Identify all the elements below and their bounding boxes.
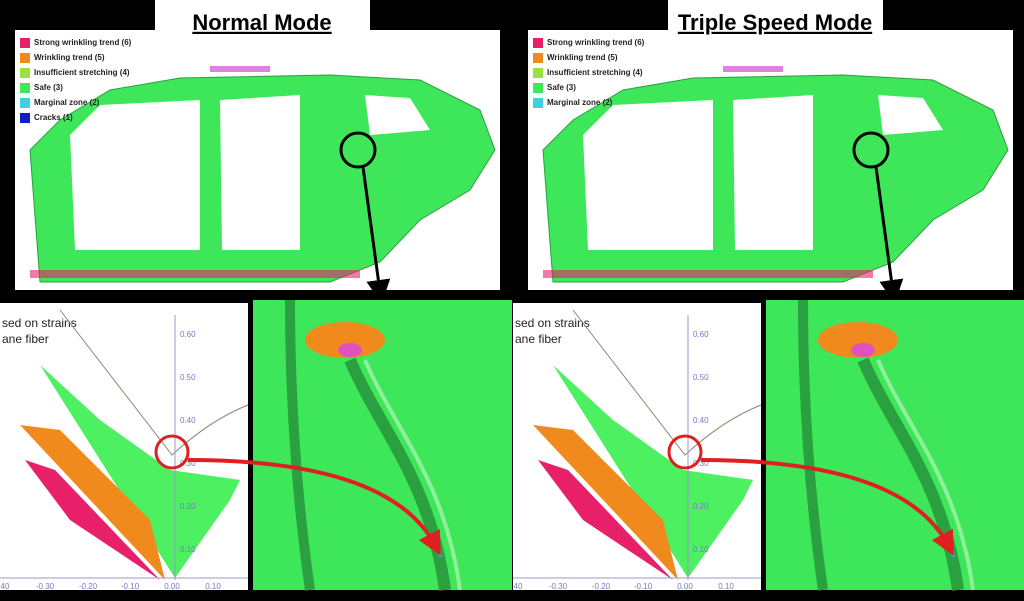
defect-orange [305, 322, 385, 358]
defect-strip [543, 270, 873, 278]
defect-pink [851, 343, 875, 357]
arrow [187, 458, 441, 556]
x-tick-label: -0.10 [634, 582, 653, 591]
limit-curve [59, 309, 249, 456]
legend-swatch [20, 83, 30, 93]
legend-label: Wrinkling trend (5) [547, 53, 618, 62]
plot-caption: sed on strains [515, 316, 590, 330]
y-tick-label: 0.30 [180, 459, 196, 468]
legend-swatch [533, 53, 543, 63]
legend-label: Insufficient stretching (4) [34, 68, 130, 77]
x-tick-label: 40 [514, 582, 523, 591]
legend-label: Strong wrinkling trend (6) [34, 38, 132, 47]
x-tick-label: -0.20 [79, 582, 98, 591]
scatter-green [553, 365, 753, 578]
highlight-circle [852, 131, 890, 169]
panel-title: Triple Speed Mode [678, 10, 872, 35]
legend-label: Marginal zone (2) [547, 98, 613, 107]
defect-strip [30, 270, 360, 278]
window [365, 95, 430, 135]
plot-caption: sed on strains [2, 316, 77, 330]
defect-strip [723, 66, 783, 72]
highlight-circle [154, 434, 190, 470]
panel-edge [363, 359, 462, 591]
legend-swatch [20, 113, 30, 123]
legend-label: Insufficient stretching (4) [547, 68, 643, 77]
y-tick-label: 0.50 [693, 373, 709, 382]
defect-pink [338, 343, 362, 357]
plot-caption: ane fiber [2, 332, 49, 346]
x-tick-label: 0.00 [677, 582, 693, 591]
scatter-orange [533, 425, 678, 580]
window [220, 95, 300, 250]
y-tick-label: 0.20 [693, 502, 709, 511]
legend-label: Cracks (1) [34, 113, 73, 122]
defect-blue [951, 553, 955, 557]
window [583, 100, 713, 250]
x-tick-label: 0.10 [205, 582, 221, 591]
legend-label: Safe (3) [34, 83, 63, 92]
panel-edge [876, 359, 975, 591]
window [878, 95, 943, 135]
panel-edge [798, 299, 828, 591]
legend-swatch [20, 38, 30, 48]
defect-strip [210, 66, 270, 72]
panel-edge [285, 299, 315, 591]
x-tick-label: 0.00 [164, 582, 180, 591]
arrow [874, 166, 904, 304]
limit-curve [572, 309, 762, 456]
y-tick-label: 0.60 [180, 330, 196, 339]
x-tick-label: -0.30 [549, 582, 568, 591]
defect-orange [818, 322, 898, 358]
legend-swatch [20, 68, 30, 78]
y-tick-label: 0.40 [180, 416, 196, 425]
scatter-red [25, 460, 160, 580]
legend-label: Strong wrinkling trend (6) [547, 38, 645, 47]
scatter-green [40, 365, 240, 578]
y-tick-label: 0.20 [180, 502, 196, 511]
legend-swatch [20, 98, 30, 108]
legend-swatch [20, 53, 30, 63]
plot-caption: ane fiber [515, 332, 562, 346]
y-tick-label: 0.50 [180, 373, 196, 382]
window [733, 95, 813, 250]
y-tick-label: 0.10 [180, 545, 196, 554]
x-tick-label: -0.20 [592, 582, 611, 591]
legend-swatch [533, 68, 543, 78]
x-tick-label: -0.30 [36, 582, 55, 591]
arrow [700, 458, 954, 556]
legend-swatch [533, 98, 543, 108]
x-tick-label: 40 [1, 582, 10, 591]
panel-title: Normal Mode [192, 10, 331, 35]
panel: Triple Speed Mode Strong wrinkling trend … [513, 0, 1024, 591]
legend-label: Safe (3) [547, 83, 576, 92]
panel: Normal Mode Strong wrinkling trend (6) Wri… [0, 0, 512, 591]
y-tick-label: 0.30 [693, 459, 709, 468]
scatter-red [538, 460, 673, 580]
legend-swatch [533, 38, 543, 48]
title-box [155, 0, 370, 44]
window [70, 100, 200, 250]
legend-label: Wrinkling trend (5) [34, 53, 105, 62]
title-box [668, 0, 883, 44]
x-tick-label: -0.10 [121, 582, 140, 591]
scatter-orange [20, 425, 165, 580]
y-tick-label: 0.60 [693, 330, 709, 339]
y-tick-label: 0.10 [693, 545, 709, 554]
x-tick-label: 0.10 [718, 582, 734, 591]
highlight-circle [339, 131, 377, 169]
arrow [361, 166, 391, 304]
highlight-circle [667, 434, 703, 470]
legend-label: Marginal zone (2) [34, 98, 100, 107]
defect-blue [438, 553, 442, 557]
y-tick-label: 0.40 [693, 416, 709, 425]
legend-swatch [533, 83, 543, 93]
